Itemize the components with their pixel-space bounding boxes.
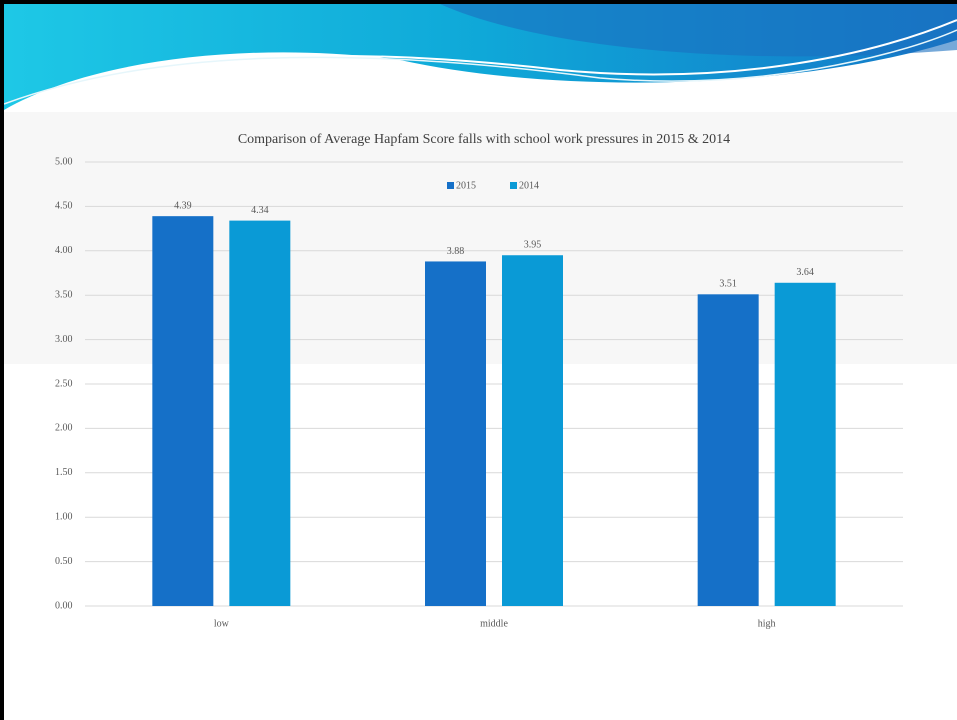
header-swoosh-dark	[440, 4, 957, 57]
y-tick-label: 4.00	[55, 245, 73, 256]
data-label: 4.34	[251, 205, 269, 216]
header-curve	[3, 29, 957, 105]
y-tick-label: 1.50	[55, 467, 73, 478]
legend-label: 2014	[519, 180, 539, 191]
x-tick-label: high	[758, 618, 776, 629]
data-label: 4.39	[174, 200, 192, 211]
chart-title: Comparison of Average Hapfam Score falls…	[238, 132, 730, 147]
data-label: 3.95	[524, 240, 542, 251]
data-label: 3.51	[719, 279, 737, 290]
y-tick-label: 1.00	[55, 511, 73, 522]
data-label: 3.88	[447, 246, 465, 257]
y-tick-label: 3.00	[55, 334, 73, 345]
legend-label: 2015	[456, 180, 476, 191]
slide-border	[0, 0, 4, 720]
x-tick-label: low	[214, 618, 230, 629]
bar	[697, 294, 759, 606]
x-tick-label: middle	[480, 618, 508, 629]
y-tick-label: 5.00	[55, 156, 73, 167]
y-tick-label: 3.50	[55, 289, 73, 300]
data-label: 3.64	[796, 267, 814, 278]
legend-swatch	[447, 182, 454, 189]
legend-swatch	[510, 182, 517, 189]
y-tick-label: 0.00	[55, 600, 73, 611]
bar	[229, 220, 291, 606]
bar	[425, 261, 486, 606]
y-tick-label: 4.50	[55, 201, 73, 212]
y-tick-label: 0.50	[55, 556, 73, 567]
slide-border	[0, 0, 957, 4]
bar	[152, 216, 214, 606]
y-tick-label: 2.00	[55, 423, 73, 434]
y-tick-label: 2.50	[55, 378, 73, 389]
bar	[774, 282, 836, 606]
bar	[502, 255, 563, 607]
header-curve	[9, 19, 957, 109]
